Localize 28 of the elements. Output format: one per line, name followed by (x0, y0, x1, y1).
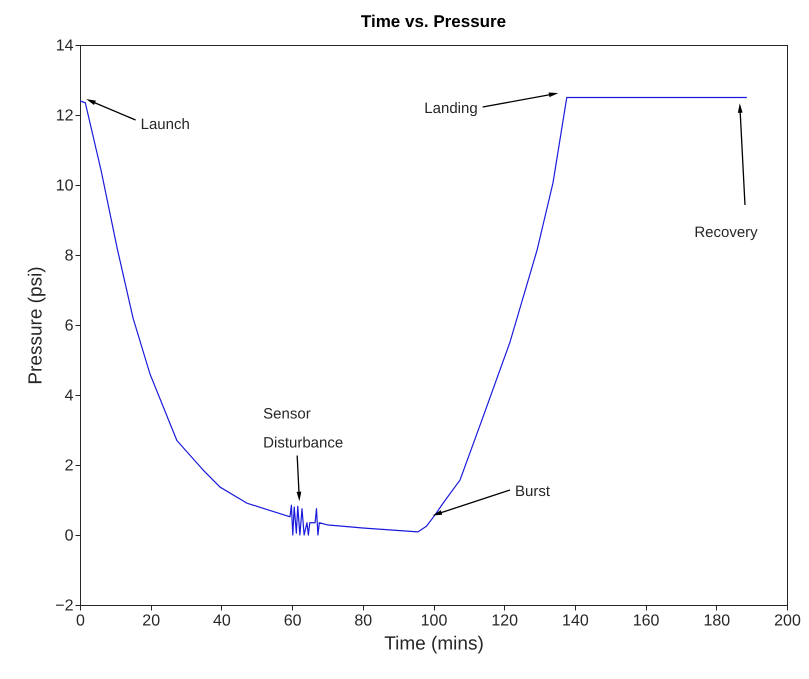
annotation: Burst (515, 483, 551, 500)
x-tick-label: 160 (632, 612, 660, 630)
x-tick-label: 140 (562, 612, 589, 630)
y-tick-label: 2 (64, 458, 74, 474)
y-tick-label: 0 (64, 528, 74, 544)
chart-title: Time vs. Pressure (360, 12, 506, 31)
y-tick-label: 14 (56, 38, 74, 54)
annotation: Recovery (694, 224, 758, 241)
x-axis-title: Time (mins) (384, 634, 484, 654)
y-tick-label: −2 (55, 598, 74, 614)
x-tick-label: 100 (420, 612, 448, 630)
x-tick-label: 0 (76, 612, 86, 630)
x-tick-label: 180 (703, 612, 730, 630)
x-tick-label: 200 (774, 612, 801, 630)
annotation: Landing (424, 100, 478, 117)
y-tick-label: 4 (64, 388, 74, 404)
annotation: Sensor Disturbance (263, 406, 344, 452)
x-tick-label: 60 (284, 612, 302, 630)
annotation: Launch (140, 116, 190, 133)
y-axis-title: Pressure (psi) (25, 266, 46, 385)
y-tick-label: 6 (64, 318, 74, 334)
y-tick-label: 12 (56, 108, 74, 124)
x-tick-label: 120 (491, 612, 518, 630)
x-tick-label: 40 (213, 612, 231, 630)
x-tick-label: 80 (354, 612, 372, 630)
y-tick-label: 8 (64, 248, 74, 264)
x-tick-label: 20 (142, 612, 160, 630)
y-tick-label: 10 (56, 178, 74, 194)
